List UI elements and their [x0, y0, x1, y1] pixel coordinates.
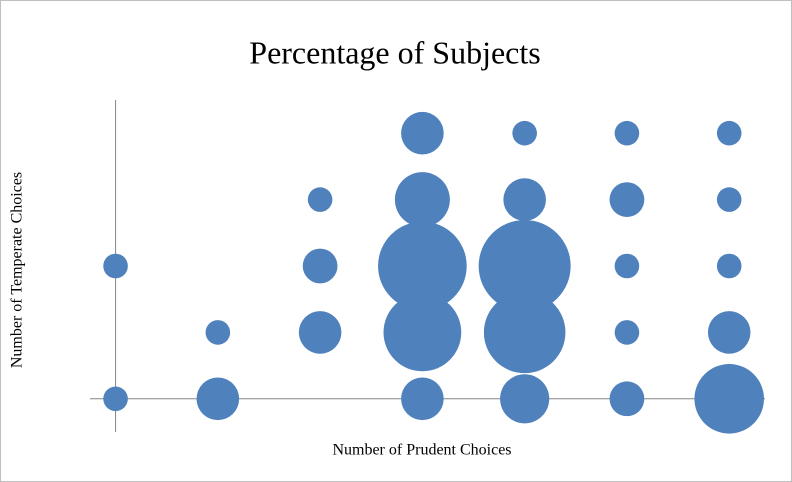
- bubble: [401, 111, 444, 155]
- bubble: [716, 120, 742, 146]
- bubble: [614, 253, 640, 279]
- y-axis-label: Number of Temperate Choices: [9, 172, 26, 368]
- bubble: [378, 221, 467, 311]
- bubble: [307, 187, 333, 212]
- bubble: [614, 320, 640, 345]
- bubble: [196, 377, 240, 421]
- bubble: [103, 386, 128, 412]
- bubble: [103, 253, 128, 279]
- bubble: [205, 320, 231, 345]
- bubble: [503, 178, 546, 221]
- bubble: [383, 293, 462, 372]
- bubble: [716, 253, 742, 279]
- chart-title: Percentage of Subjects: [249, 34, 540, 70]
- bubble: [512, 120, 537, 146]
- bubble: [394, 172, 450, 228]
- bubble: [302, 248, 338, 284]
- bubble: [707, 311, 751, 354]
- bubble: [609, 182, 645, 217]
- bubble: [401, 377, 444, 421]
- bubble: [500, 374, 550, 424]
- bubble: [298, 311, 342, 354]
- bubble: [716, 187, 742, 212]
- bubble: [614, 120, 640, 146]
- bubble: [694, 364, 764, 434]
- bubble: [609, 381, 645, 417]
- bubble: [478, 220, 571, 312]
- x-axis-label: Number of Prudent Choices: [332, 442, 511, 459]
- bubble: [483, 291, 566, 374]
